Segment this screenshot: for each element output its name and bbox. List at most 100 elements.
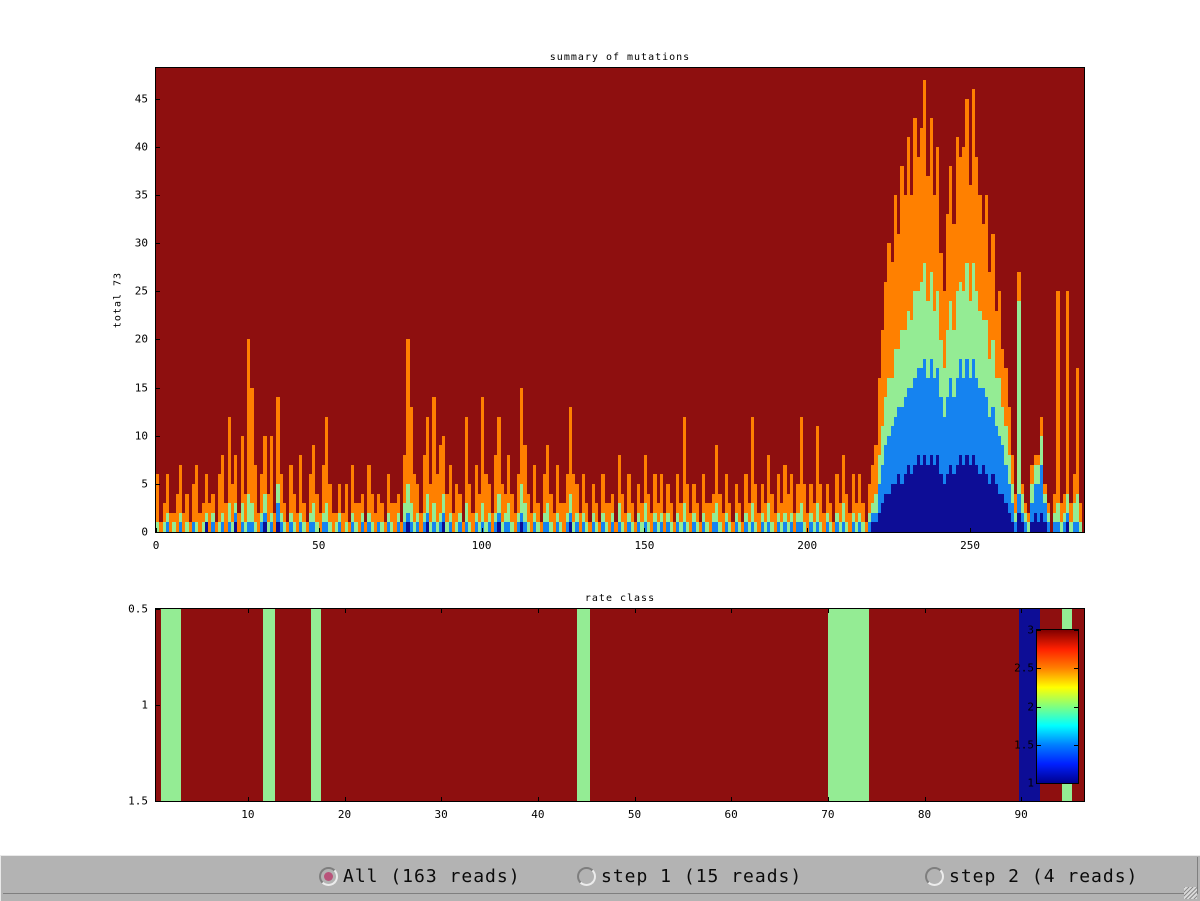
bar-segment-green <box>442 493 446 513</box>
bar-segment-green <box>841 503 845 523</box>
bar-segment-blue <box>211 522 215 532</box>
bar <box>182 68 186 532</box>
bar-segment-blue <box>575 522 579 532</box>
bar-segment-orange <box>412 474 416 523</box>
bar-segment-blue <box>949 378 953 465</box>
bar <box>734 68 738 532</box>
bar <box>1027 68 1031 532</box>
bar <box>253 68 257 532</box>
bar <box>1072 68 1076 532</box>
bar-segment-blue <box>767 522 771 532</box>
bar-segment-blue <box>464 522 468 532</box>
colorbar-tick-label: 2.5 <box>1014 661 1034 675</box>
bar <box>581 68 585 532</box>
radio-all[interactable]: All (163 reads) <box>319 866 521 887</box>
bar-segment-blue <box>396 522 400 532</box>
bar-segment-navy <box>1066 522 1070 532</box>
bar-segment-green <box>1014 512 1018 523</box>
bar-segment-green <box>432 503 436 523</box>
bar-segment-orange <box>386 474 390 513</box>
bar-segment-blue <box>1030 503 1034 523</box>
bar-segment-blue <box>289 522 293 532</box>
bar-segment-orange <box>172 512 176 523</box>
bar <box>718 68 722 532</box>
bar-segment-orange <box>367 464 371 513</box>
bar-segment-orange <box>848 512 852 532</box>
bar <box>721 68 725 532</box>
bar-segment-blue <box>1020 512 1024 523</box>
bar-segment-green <box>230 522 234 532</box>
radio-button-icon[interactable] <box>577 867 596 886</box>
bar-segment-blue <box>581 522 585 532</box>
bar-segment-orange <box>1059 503 1063 523</box>
resize-grip-icon[interactable] <box>1184 887 1197 899</box>
bar-segment-navy <box>971 455 975 532</box>
bar-segment-green <box>1020 493 1024 513</box>
radio-button-icon[interactable] <box>319 867 338 886</box>
tick-mark <box>1074 706 1078 708</box>
bar-segment-orange <box>614 522 618 532</box>
bar <box>692 68 696 532</box>
bar-segment-orange <box>978 195 982 311</box>
bar <box>864 68 868 532</box>
bar-segment-blue <box>926 378 930 465</box>
tick-mark <box>156 528 157 532</box>
tick-mark <box>156 291 160 293</box>
tick-mark <box>1074 630 1078 631</box>
bar-segment-green <box>1030 483 1034 504</box>
bar <box>962 68 966 532</box>
bar <box>260 68 264 532</box>
bar-segment-navy <box>975 464 979 532</box>
radio-button-icon[interactable] <box>925 867 944 886</box>
bar-segment-orange <box>952 223 956 330</box>
bar-segment-green <box>1001 406 1005 446</box>
bar <box>841 68 845 532</box>
tick-mark <box>156 146 160 148</box>
bar-segment-green <box>617 503 621 523</box>
bar-segment-blue <box>403 522 407 532</box>
bar-segment-blue <box>858 522 862 532</box>
bar-segment-blue <box>893 416 897 484</box>
tick-mark <box>481 528 483 532</box>
bar-segment-blue <box>497 512 501 523</box>
bar-segment-green <box>386 512 390 523</box>
bar-segment-green <box>165 512 169 523</box>
bar-segment-green <box>354 522 358 532</box>
bar <box>672 68 676 532</box>
bar-segment-green <box>315 522 319 532</box>
bar-segment-orange <box>682 416 686 504</box>
bar-segment-orange <box>783 464 787 513</box>
bar-segment-blue <box>386 522 390 532</box>
bar-segment-navy <box>1040 512 1044 532</box>
bar-segment-navy <box>1007 512 1011 532</box>
x-tick-label: 10 <box>241 808 255 821</box>
x-tick-label: 50 <box>312 539 326 552</box>
bar-segment-orange <box>932 195 936 311</box>
bar-segment-orange <box>1056 291 1060 504</box>
bar-segment-navy <box>945 474 949 532</box>
bar-segment-orange <box>175 493 179 532</box>
bar-segment-orange <box>1027 512 1031 523</box>
bar-segment-orange <box>559 503 563 523</box>
radio-step1[interactable]: step 1 (15 reads) <box>577 866 802 887</box>
bar-segment-orange <box>390 503 394 523</box>
bar-segment-orange <box>988 272 992 359</box>
bar-segment-green <box>669 522 673 532</box>
bar-segment-blue <box>1007 483 1011 513</box>
bar-segment-green <box>308 512 312 523</box>
bar-segment-orange <box>984 195 988 321</box>
bar <box>601 68 605 532</box>
bar <box>442 68 446 532</box>
rate-class-plot: rate class 1 1.5 2 2.5 3 10 20 30 40 50 60 70 80 90 0… <box>128 593 1085 821</box>
bar-segment-orange <box>214 522 218 532</box>
bar-segment-orange <box>676 474 680 513</box>
bar <box>451 68 455 532</box>
bar <box>1075 68 1079 532</box>
bar-segment-orange <box>315 493 319 523</box>
radio-step2[interactable]: step 2 (4 reads) <box>925 866 1138 887</box>
bar-segment-navy <box>919 464 923 532</box>
bar-segment-blue <box>835 522 839 532</box>
bar-segment-orange <box>533 464 537 513</box>
bar-segment-navy <box>880 503 884 532</box>
bar-segment-green <box>360 512 364 523</box>
